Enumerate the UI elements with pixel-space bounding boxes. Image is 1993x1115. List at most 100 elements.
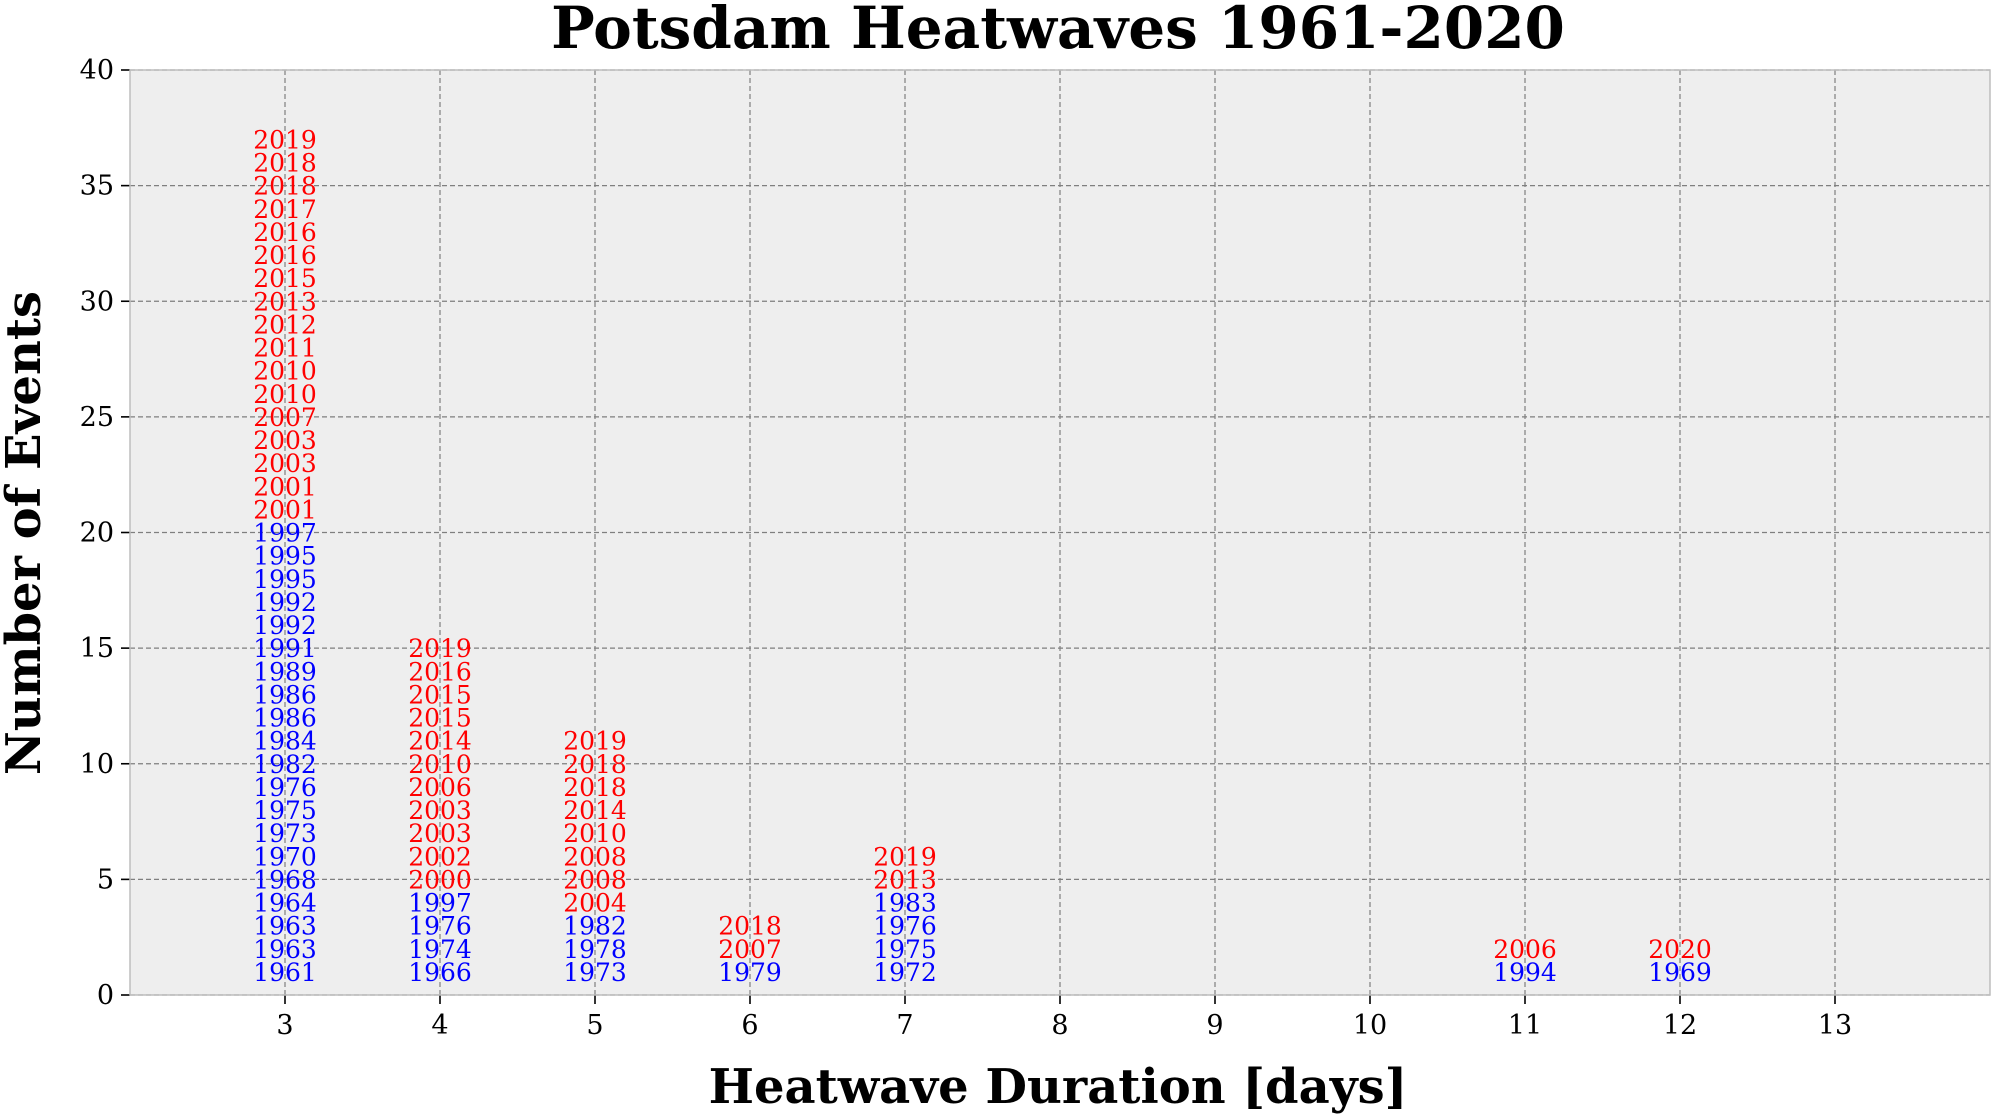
year-label: 1970	[253, 842, 317, 871]
y-axis-label: Number of Events	[0, 291, 52, 775]
year-label: 1968	[253, 865, 317, 894]
year-label: 2008	[563, 842, 627, 871]
year-labels: 1961196319631964196819701973197519761982…	[253, 125, 1712, 987]
year-label: 2002	[408, 842, 472, 871]
year-label: 2018	[718, 912, 782, 941]
year-label: 2004	[563, 889, 627, 918]
x-tick-label: 13	[1818, 1010, 1852, 1041]
year-label: 2018	[563, 750, 627, 779]
y-tick-label: 35	[80, 171, 114, 202]
year-label: 1995	[253, 565, 317, 594]
year-label: 2003	[408, 819, 472, 848]
y-tick-label: 40	[80, 55, 114, 86]
year-label: 1963	[253, 912, 317, 941]
year-label: 2003	[253, 426, 317, 455]
year-label: 2008	[563, 865, 627, 894]
year-label: 2020	[1648, 935, 1712, 964]
year-label: 2014	[563, 796, 627, 825]
x-tick-label: 8	[1051, 1010, 1068, 1041]
x-tick-label: 5	[586, 1010, 603, 1041]
year-label: 2003	[408, 796, 472, 825]
y-tick-label: 30	[80, 286, 114, 317]
x-tick-label: 6	[741, 1010, 758, 1041]
x-tick-label: 7	[896, 1010, 913, 1041]
year-label: 2003	[253, 449, 317, 478]
year-label: 1997	[253, 519, 317, 548]
x-tick-label: 9	[1206, 1010, 1223, 1041]
year-label: 1972	[873, 958, 937, 987]
year-label: 2001	[253, 495, 317, 524]
year-label: 1966	[408, 958, 472, 987]
y-tick-label: 20	[80, 518, 114, 549]
year-label: 2019	[563, 727, 627, 756]
year-label: 2019	[873, 842, 937, 871]
year-label: 1982	[253, 750, 317, 779]
year-label: 2013	[873, 865, 937, 894]
year-label: 1986	[253, 704, 317, 733]
year-label: 2016	[408, 657, 472, 686]
year-label: 2018	[563, 773, 627, 802]
chart-title: Potsdam Heatwaves 1961-2020	[551, 0, 1565, 62]
x-axis-label: Heatwave Duration [days]	[709, 1059, 1408, 1115]
year-label: 2010	[408, 750, 472, 779]
year-label: 2015	[253, 264, 317, 293]
year-label: 2016	[253, 241, 317, 270]
year-label: 2006	[1493, 935, 1557, 964]
year-label: 2015	[408, 704, 472, 733]
x-tick-label: 4	[431, 1010, 448, 1041]
year-label: 2016	[253, 218, 317, 247]
year-label: 1989	[253, 657, 317, 686]
year-label: 1984	[253, 727, 317, 756]
year-label: 2018	[253, 149, 317, 178]
year-label: 1986	[253, 680, 317, 709]
year-label: 1979	[718, 958, 782, 987]
year-label: 1992	[253, 611, 317, 640]
year-label: 2017	[253, 195, 317, 224]
x-tick-label: 11	[1508, 1010, 1542, 1041]
year-label: 2013	[253, 287, 317, 316]
y-tick-label: 0	[97, 980, 114, 1011]
year-label: 2001	[253, 472, 317, 501]
year-label: 1964	[253, 889, 317, 918]
year-label: 2007	[718, 935, 782, 964]
year-label: 1974	[408, 935, 472, 964]
year-label: 1992	[253, 588, 317, 617]
year-label: 2010	[563, 819, 627, 848]
year-label: 1969	[1648, 958, 1712, 987]
year-label: 1994	[1493, 958, 1557, 987]
year-label: 1982	[563, 912, 627, 941]
year-label: 1983	[873, 889, 937, 918]
y-tick-label: 25	[80, 402, 114, 433]
y-tick-label: 5	[97, 864, 114, 895]
year-label: 1976	[408, 912, 472, 941]
x-axis: 3 4 5 6 7 8 9 10 11 12 13	[276, 995, 1852, 1041]
year-label: 2019	[253, 125, 317, 154]
year-label: 1973	[253, 819, 317, 848]
x-tick-label: 10	[1353, 1010, 1387, 1041]
year-label: 2015	[408, 680, 472, 709]
y-tick-label: 15	[80, 633, 114, 664]
x-tick-label: 3	[276, 1010, 293, 1041]
year-label: 1961	[253, 958, 317, 987]
year-label: 1975	[253, 796, 317, 825]
y-axis: 0 5 10 15 20 25 30 35 40	[80, 55, 130, 1011]
year-label: 1975	[873, 935, 937, 964]
year-label: 1976	[873, 912, 937, 941]
year-label: 1963	[253, 935, 317, 964]
year-label: 2011	[253, 334, 317, 363]
year-label: 1978	[563, 935, 627, 964]
year-label: 2010	[253, 380, 317, 409]
year-label: 2000	[408, 865, 472, 894]
y-tick-label: 10	[80, 749, 114, 780]
year-label: 2006	[408, 773, 472, 802]
year-label: 1995	[253, 542, 317, 571]
year-label: 2014	[408, 727, 472, 756]
x-tick-label: 12	[1663, 1010, 1697, 1041]
year-label: 2012	[253, 310, 317, 339]
plot-frame	[129, 69, 1991, 996]
year-label: 2019	[408, 634, 472, 663]
year-label: 1973	[563, 958, 627, 987]
year-label: 2007	[253, 403, 317, 432]
year-label: 2010	[253, 357, 317, 386]
